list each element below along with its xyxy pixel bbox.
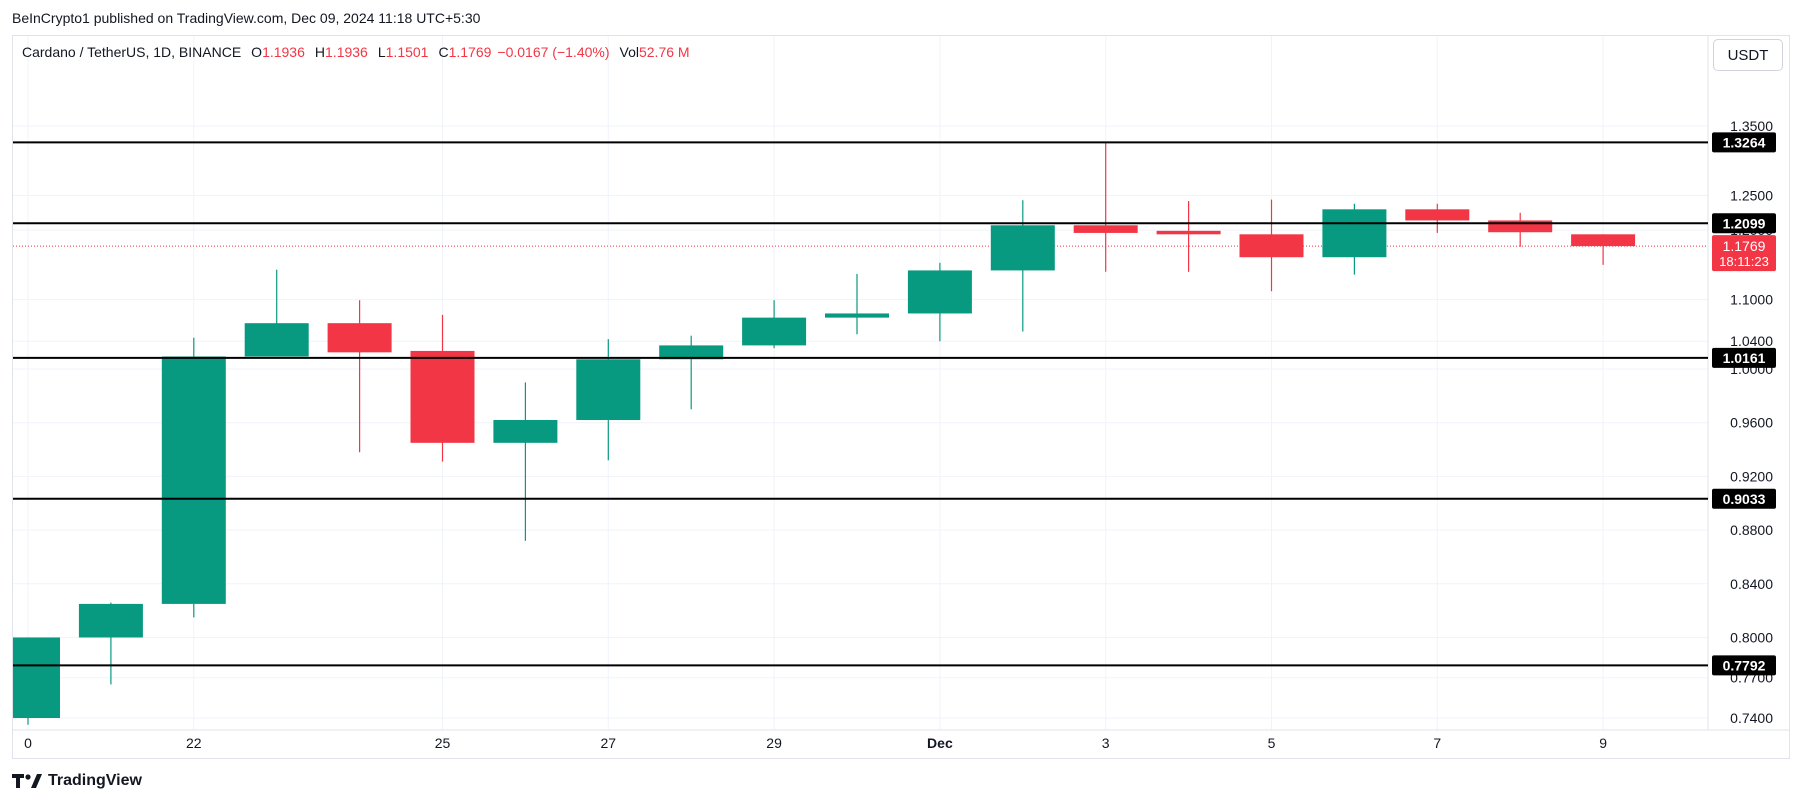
candle-up	[161, 356, 226, 604]
x-tick-label: 29	[766, 735, 782, 751]
candle-up	[659, 345, 724, 360]
level-label: 0.7792	[1723, 657, 1766, 673]
legend-symbol: Cardano / TetherUS, 1D, BINANCE	[22, 44, 242, 60]
legend-open: 1.1936	[262, 44, 305, 60]
legend-low-label: L	[377, 44, 386, 60]
level-label-bg	[1712, 347, 1776, 368]
candle-up	[78, 603, 143, 638]
x-tick-label: 0	[24, 735, 32, 751]
x-tick-label: 25	[435, 735, 451, 751]
publish-info: BeInCrypto1 published on TradingView.com…	[12, 10, 481, 26]
candle-up	[990, 225, 1055, 271]
legend: Cardano / TetherUS, 1D, BINANCE O1.1936 H1…	[22, 44, 700, 60]
legend-high-label: H	[314, 44, 326, 60]
y-tick-label: 1.1000	[1730, 292, 1773, 308]
y-tick-label: 0.7400	[1730, 710, 1773, 726]
candle-up	[244, 323, 309, 357]
y-tick-label: 0.8800	[1730, 522, 1773, 538]
y-tick-label: 0.8400	[1730, 576, 1773, 592]
legend-vol-label: Vol	[619, 44, 639, 60]
level-label: 1.2099	[1723, 215, 1766, 231]
level-label-bg	[1712, 213, 1776, 234]
y-tick-label: 0.9600	[1730, 415, 1773, 431]
x-tick-label: 7	[1433, 735, 1441, 751]
candle-down	[1156, 230, 1221, 235]
level-label-bg	[1712, 488, 1776, 509]
x-tick-label: 5	[1268, 735, 1276, 751]
tradingview-brand: TradingView	[48, 772, 142, 789]
candle-up	[742, 317, 807, 346]
tradingview-logo[interactable]: TradingView	[12, 772, 142, 790]
level-label: 0.9033	[1723, 491, 1766, 507]
plot-area	[13, 141, 1708, 725]
y-tick-label: 0.9200	[1730, 468, 1773, 484]
candle-down	[1488, 220, 1553, 233]
currency-button[interactable]: USDT	[1713, 39, 1783, 71]
y-tick-label: 0.8000	[1730, 629, 1773, 645]
legend-close-label: C	[438, 44, 449, 60]
candle-down	[327, 323, 392, 353]
candle-up	[1322, 209, 1387, 258]
y-tick-label: 1.2500	[1730, 187, 1773, 203]
legend-high: 1.1936	[325, 44, 368, 60]
candle-down	[1405, 209, 1470, 221]
level-label: 1.3264	[1723, 134, 1766, 150]
candle-up	[576, 359, 641, 421]
x-tick-label: 22	[186, 735, 202, 751]
chart-frame	[12, 35, 1790, 759]
candle-down	[1239, 234, 1304, 258]
candle-up	[493, 420, 558, 443]
y-tick-label: 1.3500	[1730, 118, 1773, 134]
legend-close: 1.1769	[448, 44, 492, 60]
x-tick-label: Dec	[927, 735, 953, 751]
legend-vol: 52.76 M	[638, 44, 690, 60]
level-label-bg	[1712, 655, 1776, 676]
candle-up	[825, 313, 889, 318]
last-price-label: 1.1769	[1723, 238, 1766, 254]
level-label-bg	[1712, 132, 1776, 153]
x-tick-label: 3	[1102, 735, 1110, 751]
y-tick-label: 1.0400	[1730, 333, 1773, 349]
legend-low: 1.1501	[385, 44, 429, 60]
legend-open-label: O	[251, 44, 263, 60]
candle-up	[907, 270, 972, 314]
candle-up	[13, 637, 60, 718]
candle-down	[1073, 225, 1138, 233]
x-tick-label: 9	[1599, 735, 1607, 751]
candle-down	[1571, 234, 1636, 247]
last-price-label-bg	[1712, 235, 1776, 272]
countdown-label: 18:11:23	[1719, 254, 1769, 269]
x-tick-label: 27	[601, 735, 617, 751]
legend-change: −0.0167 (−1.40%)	[497, 44, 610, 60]
tradingview-logo-icon	[12, 774, 42, 788]
level-label: 1.0161	[1723, 350, 1766, 366]
candle-down	[410, 350, 475, 443]
